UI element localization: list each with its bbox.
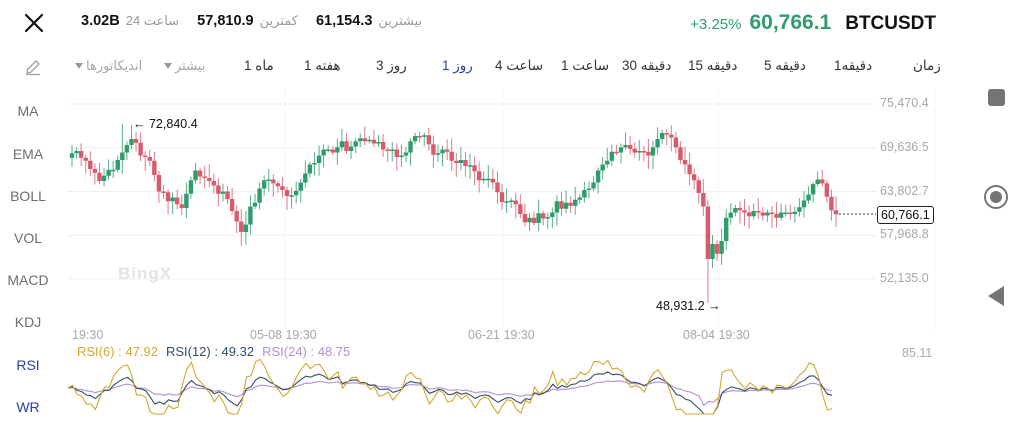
price-axis-label: 52,135.0 xyxy=(880,271,929,285)
price-axis-label: 57,968.8 xyxy=(880,227,929,242)
time-axis-label: 06-21 19:30 xyxy=(468,328,535,342)
sub-indicator-tab-rsi[interactable]: RSI xyxy=(16,357,40,373)
volume-24h-value: 3.02B xyxy=(81,13,120,29)
low-annotation-value: 48,931.2 xyxy=(656,299,705,313)
interval-tab[interactable]: 4 ساعت xyxy=(495,58,544,73)
indicator-tab-ma[interactable]: MA xyxy=(17,103,39,119)
more-dropdown[interactable]: بیشتر xyxy=(161,58,205,74)
interval-tab[interactable]: 1 روز xyxy=(442,58,473,73)
watermark-logo: BingX xyxy=(118,264,173,283)
indicators-dropdown[interactable]: اندیکاتورها xyxy=(72,58,142,74)
symbol[interactable]: BTCUSDT xyxy=(845,13,936,34)
rsi-axis-top: 85.11 xyxy=(902,346,933,360)
pencil-icon[interactable] xyxy=(24,58,42,76)
indicator-tab-kdj[interactable]: KDJ xyxy=(14,314,42,330)
rsi-legend-item: RSI(12) : 49.32 xyxy=(165,344,255,359)
time-axis-label: 08-04 19:30 xyxy=(683,328,750,342)
rsi-legend: RSI(6) : 47.92 RSI(12) : 49.32 RSI(24) : 4… xyxy=(77,344,350,359)
interval-tab[interactable]: 1 ساعت xyxy=(561,58,610,73)
price-axis-label: 69,636.5 xyxy=(880,139,929,154)
back-triangle-icon[interactable] xyxy=(988,286,1004,306)
volume-24h-label: 24 ساعت xyxy=(125,13,180,28)
interval-tab[interactable]: 1دقیقه xyxy=(834,58,873,73)
last-price: 60,766.1 xyxy=(749,11,832,34)
home-circle-icon[interactable] xyxy=(984,185,1008,209)
price-axis-label: 75,470.4 xyxy=(880,96,929,110)
time-axis-label: 05-08 19:30 xyxy=(250,328,317,342)
interval-tab[interactable]: 3 روز xyxy=(376,58,407,73)
recents-square-icon[interactable] xyxy=(988,89,1005,106)
interval-tab[interactable]: 30 دقیقه xyxy=(622,58,672,73)
current-price-tag: 60,766.1 xyxy=(877,206,934,224)
interval-bar: اندیکاتورها بیشتر زمان 1دقیقه 5 دقیقه 15 دق… xyxy=(0,52,960,82)
high-label: بیشترین xyxy=(378,13,423,28)
low-value: 57,810.9 xyxy=(197,13,254,29)
more-label: بیشتر xyxy=(175,58,206,73)
ticker: +3.25% 60,766.1 BTCUSDT xyxy=(690,11,936,35)
indicator-tab-ema[interactable]: EMA xyxy=(12,146,44,162)
rsi-legend-item: RSI(6) : 47.92 xyxy=(77,344,158,359)
candlestick-chart[interactable] xyxy=(0,0,960,427)
price-axis-label: 63,802.7 xyxy=(880,183,929,198)
high-value: 61,154.3 xyxy=(315,13,373,29)
caret-down-icon xyxy=(75,63,83,70)
rsi-legend-item: RSI(24) : 48.75 xyxy=(262,344,351,359)
low-annotation: 48,931.2 → xyxy=(656,299,721,313)
market-stats: 3.02B 24 ساعت 57,810.9 کمترین 61,154.3 ب… xyxy=(81,13,434,29)
header: 3.02B 24 ساعت 57,810.9 کمترین 61,154.3 ب… xyxy=(0,0,960,46)
interval-tab[interactable]: 1 ماه xyxy=(244,58,274,73)
interval-tab[interactable]: 1 هفته xyxy=(304,58,341,73)
interval-tab[interactable]: زمان xyxy=(913,58,941,73)
time-axis-label: 19:30 xyxy=(72,328,104,342)
indicators-label: اندیکاتورها xyxy=(86,58,143,73)
indicator-tab-vol[interactable]: VOL xyxy=(13,230,42,246)
close-icon[interactable] xyxy=(22,11,46,35)
caret-down-icon xyxy=(164,63,172,70)
high-annotation-value: 72,840.4 xyxy=(148,117,198,131)
interval-tab[interactable]: 15 دقیقه xyxy=(688,58,738,73)
indicator-tab-boll[interactable]: BOLL xyxy=(10,188,46,204)
high-annotation: ← 72,840.4 xyxy=(133,117,198,131)
indicator-tab-macd[interactable]: MACD xyxy=(7,272,49,288)
low-label: کمترین xyxy=(259,13,298,28)
sub-indicator-tab-wr[interactable]: WR xyxy=(16,399,40,415)
price-change: +3.25% xyxy=(690,16,742,33)
interval-tab[interactable]: 5 دقیقه xyxy=(764,58,806,73)
